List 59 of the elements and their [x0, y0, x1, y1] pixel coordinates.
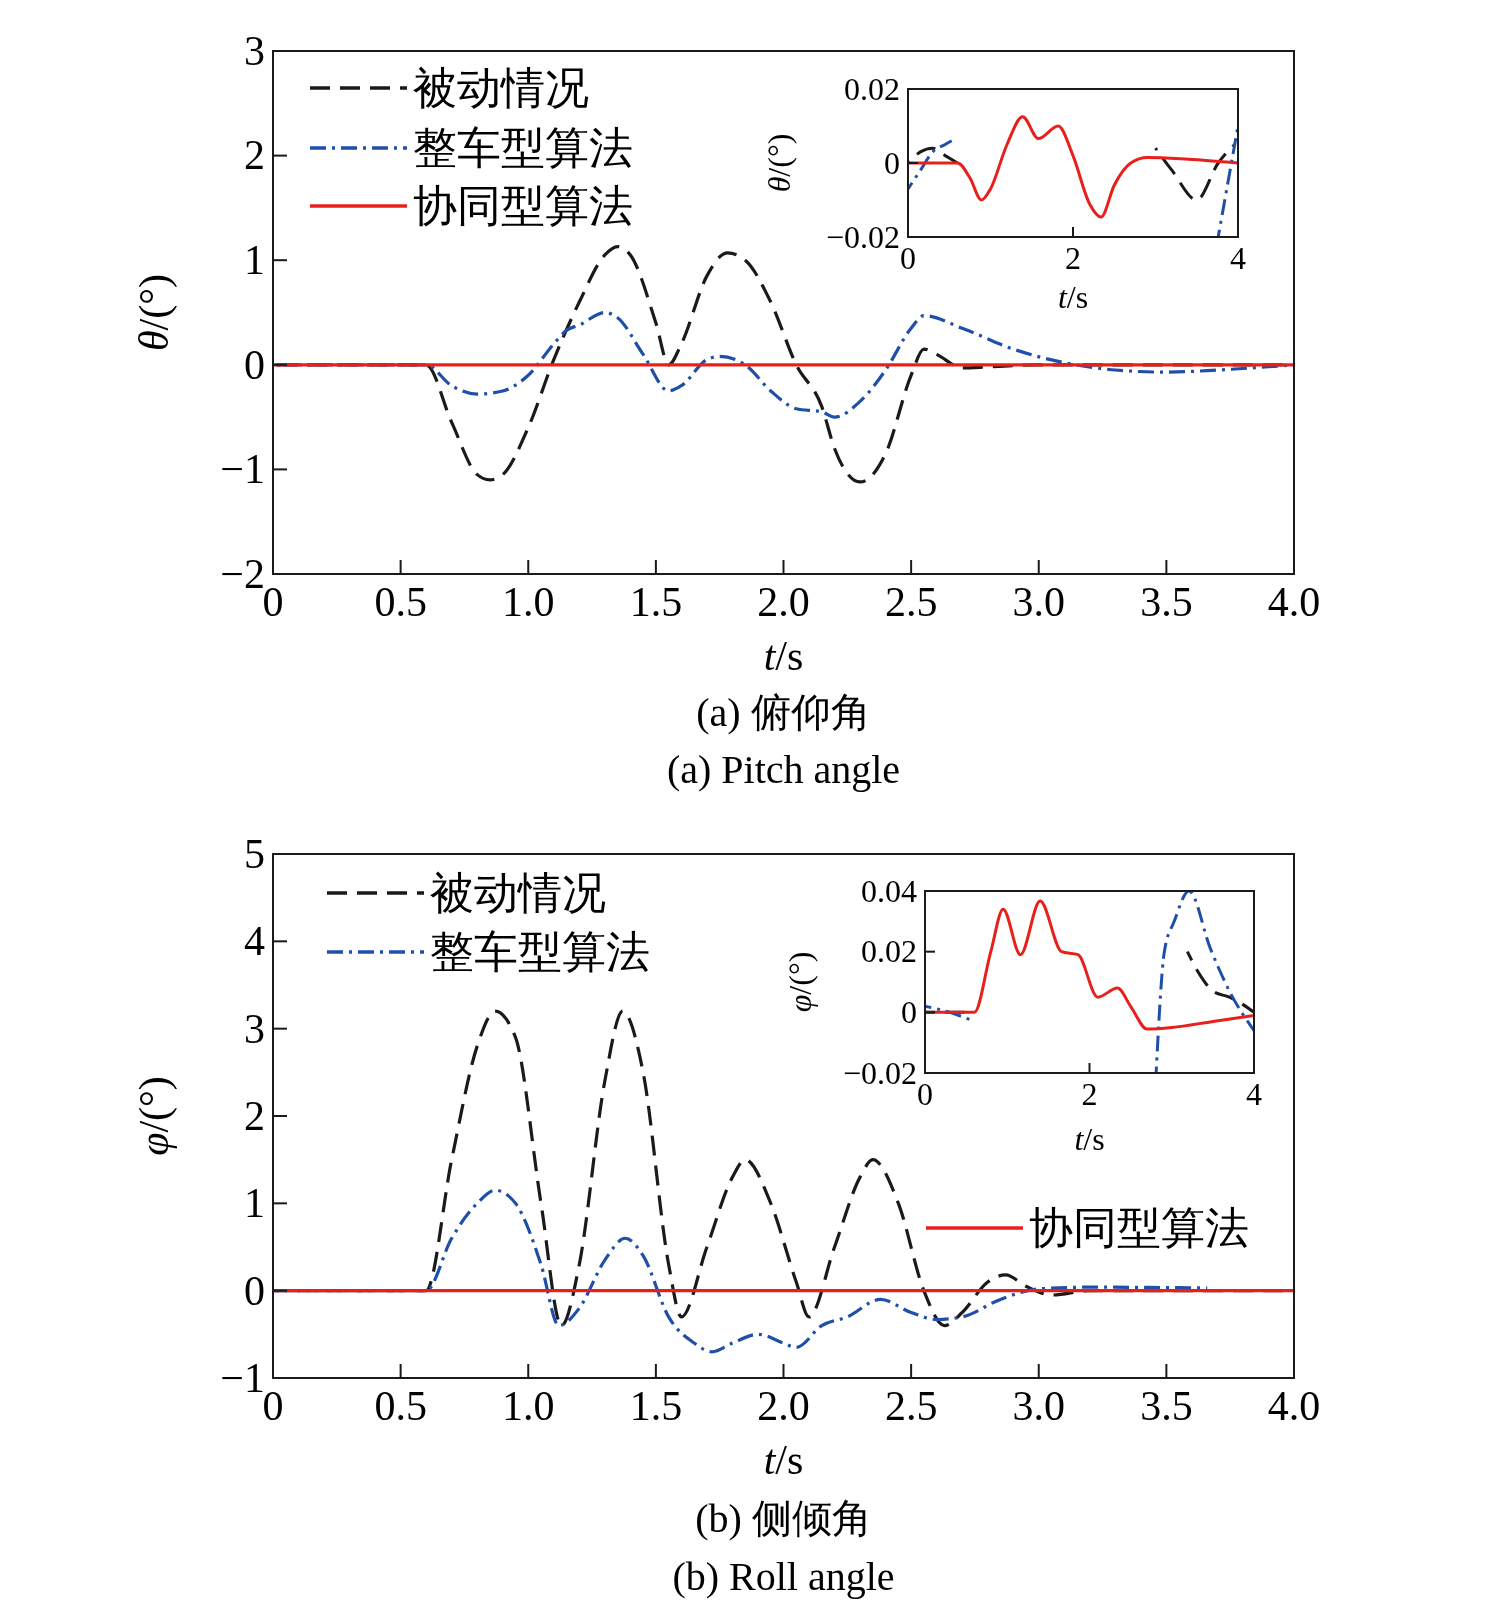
- y-tick-label: 3: [244, 1005, 265, 1052]
- x-tick-label: 3.0: [1012, 579, 1065, 625]
- text: (a) Pitch angle: [666, 747, 901, 792]
- y-tick-label: 4: [244, 918, 265, 965]
- x-axis-title: t/s: [763, 633, 804, 679]
- text: (b) 侧倾角: [695, 1496, 872, 1541]
- legend-label: 协同型算法: [413, 182, 633, 231]
- x-tick-label: 1.5: [629, 579, 683, 625]
- x-tick-label: 4.0: [1267, 1383, 1321, 1429]
- y-tick-label: −2: [220, 550, 265, 597]
- x-axis-title: t/s: [1057, 279, 1089, 315]
- x-tick-label: 1.0: [502, 1383, 555, 1429]
- x-tick-label: 2.5: [884, 1383, 938, 1429]
- x-tick-label: 3.5: [1140, 579, 1193, 625]
- x-tick-label: 4: [1230, 240, 1246, 276]
- y-tick-label: 3: [244, 27, 265, 74]
- y-tick-label: −1: [220, 446, 265, 493]
- x-axis-title: t/s: [1074, 1121, 1105, 1157]
- x-tick-label: 2.0: [757, 1383, 810, 1429]
- y-axis-title: φ/(°): [131, 1076, 178, 1156]
- x-tick-label: 4.0: [1267, 579, 1321, 625]
- y-tick-label: −1: [220, 1354, 265, 1401]
- y-tick-label: 0: [901, 993, 917, 1030]
- y-axis-title: θ/(°): [131, 273, 178, 352]
- legend-label: 整车型算法: [413, 124, 633, 173]
- x-tick-label: 3.0: [1012, 1383, 1065, 1429]
- y-tick-label: 0: [244, 1267, 265, 1314]
- y-tick-label: 0.04: [861, 872, 917, 909]
- x-tick-label: 2.5: [884, 579, 938, 625]
- x-tick-label: 4: [1246, 1076, 1262, 1112]
- y-tick-label: −0.02: [825, 218, 900, 255]
- y-tick-label: 1: [244, 1180, 265, 1227]
- y-tick-label: 2: [244, 132, 265, 179]
- x-axis-title: t/s: [763, 1437, 804, 1483]
- x-tick-label: 0.5: [374, 1383, 427, 1429]
- y-axis-title: θ/(°): [761, 133, 797, 193]
- text: (a) 俯仰角: [696, 690, 871, 735]
- x-tick-label: 2: [1065, 240, 1081, 276]
- x-tick-label: 2.0: [757, 579, 810, 625]
- y-tick-label: 1: [244, 237, 265, 284]
- y-tick-label: 0: [884, 144, 900, 181]
- legend-label: 整车型算法: [430, 928, 650, 977]
- line-series: [925, 899, 1254, 1031]
- legend-label: 协同型算法: [1029, 1204, 1249, 1253]
- x-tick-label: 1.5: [629, 1383, 683, 1429]
- y-tick-label: 0.02: [844, 70, 900, 107]
- y-axis-title: φ/(°): [782, 951, 818, 1013]
- legend-label: 被动情况: [430, 869, 606, 918]
- y-tick-label: 5: [244, 830, 265, 877]
- x-tick-label: 0.5: [374, 579, 427, 625]
- x-tick-label: 2: [1081, 1076, 1098, 1112]
- x-tick-label: 1.0: [502, 579, 555, 625]
- x-tick-label: 3.5: [1140, 1383, 1193, 1429]
- line-series: [908, 115, 1238, 219]
- y-tick-label: −0.02: [842, 1054, 917, 1091]
- y-tick-label: 0.02: [861, 933, 917, 970]
- text: (b) Roll angle: [672, 1554, 895, 1599]
- y-tick-label: 0: [244, 341, 265, 388]
- legend-label: 被动情况: [413, 64, 589, 113]
